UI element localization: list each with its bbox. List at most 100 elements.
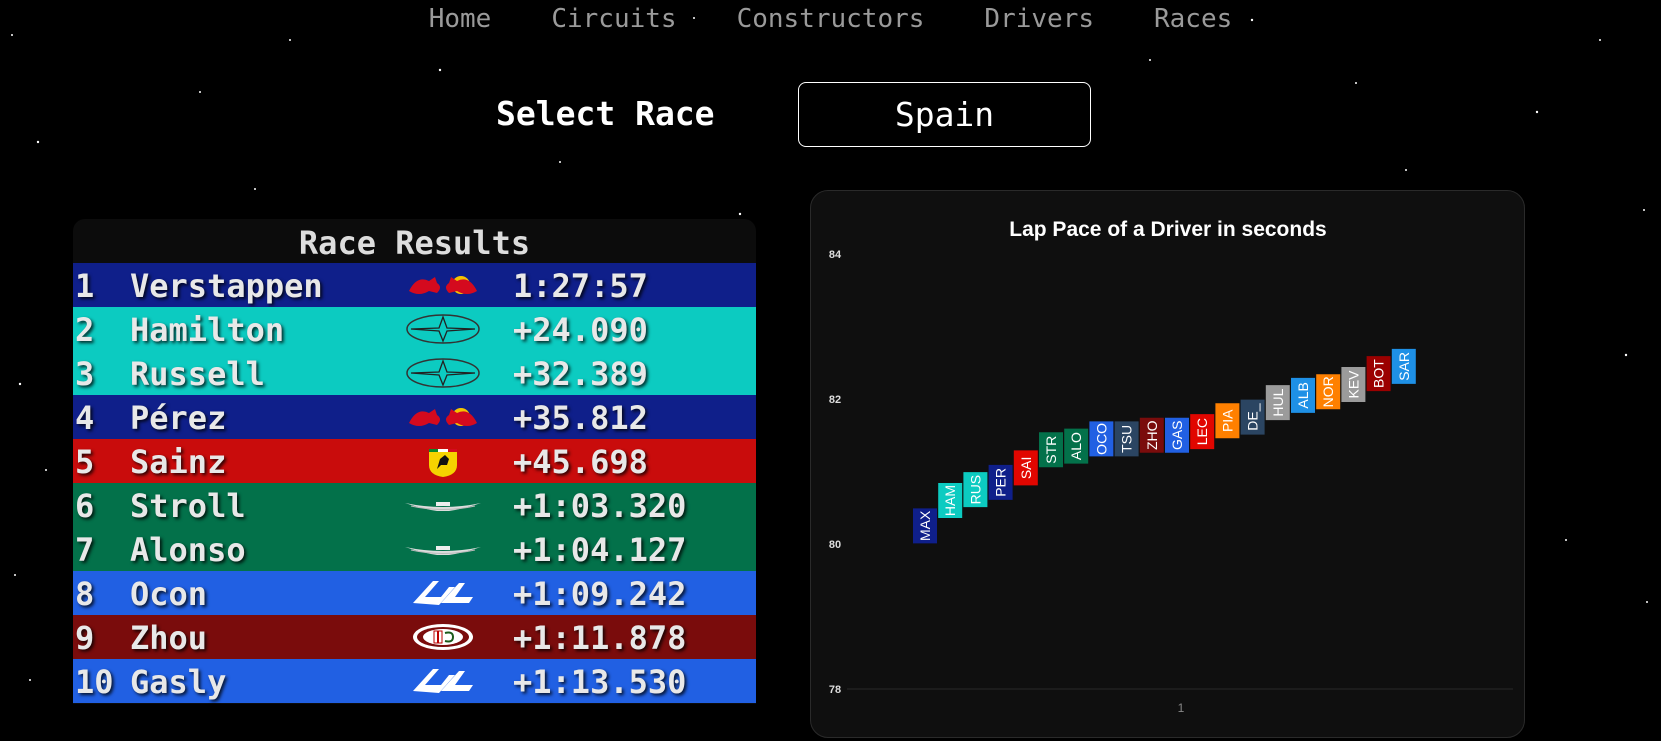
nav-circuits[interactable]: Circuits <box>551 4 677 34</box>
table-row: 4 Pérez +35.812 <box>73 395 756 439</box>
bar-label: HUL <box>1270 388 1286 416</box>
bar-label: BOT <box>1371 359 1387 388</box>
bar-label: LEC <box>1194 418 1210 445</box>
race-time-cell: 1:27:57 <box>513 267 648 305</box>
alpine-logo-icon <box>403 663 483 699</box>
y-tick-label: 80 <box>829 539 841 551</box>
x-tick-label: 1 <box>1178 701 1185 715</box>
bar-label: ALO <box>1068 432 1084 460</box>
race-select[interactable]: Spain <box>798 82 1091 147</box>
pace-bar-per[interactable] <box>988 464 1013 500</box>
pace-bar-nor[interactable] <box>1316 374 1341 410</box>
lap-pace-chart-panel: Lap Pace of a Driver in seconds 78 80 82 84… <box>810 190 1525 738</box>
position-cell: 4 <box>75 399 95 437</box>
position-cell: 7 <box>75 531 95 569</box>
position-cell: 9 <box>75 619 95 657</box>
pace-bar-pia[interactable] <box>1215 403 1240 439</box>
lap-pace-chart: Lap Pace of a Driver in seconds 78 80 82 84… <box>829 218 1513 715</box>
race-time-cell: +1:03.320 <box>513 487 687 525</box>
table-row: 8 Ocon +1:09.242 <box>73 571 756 615</box>
bar-label: DE_ <box>1245 403 1261 430</box>
bar-label: OCO <box>1093 423 1109 455</box>
position-cell: 3 <box>75 355 95 393</box>
bar-label: SAI <box>1018 457 1034 480</box>
pace-bar-hul[interactable] <box>1265 385 1290 421</box>
pace-bar-alb[interactable] <box>1291 377 1315 413</box>
race-results-title: Race Results <box>298 224 531 262</box>
pace-bar-rus[interactable] <box>963 472 988 508</box>
pace-bar-gas[interactable] <box>1165 417 1189 453</box>
y-tick-label: 84 <box>829 249 842 261</box>
race-results-table: Race Results 1 Verstappen 1:27:57 2 Hamilton… <box>73 219 756 704</box>
pace-bar-kev[interactable] <box>1341 367 1366 402</box>
mercedes-logo-icon <box>403 311 483 347</box>
aston-martin-logo-icon <box>403 531 483 567</box>
driver-name-cell: Gasly <box>130 663 227 701</box>
pace-bar-max[interactable] <box>913 508 937 544</box>
select-race-label: Select Race <box>496 94 715 133</box>
race-time-cell: +32.389 <box>513 355 648 393</box>
bar-label: KEV <box>1345 370 1361 399</box>
position-cell: 2 <box>75 311 95 349</box>
nav-home[interactable]: Home <box>428 4 492 34</box>
red-bull-logo-icon <box>403 267 483 303</box>
aston-martin-logo-icon <box>403 487 483 523</box>
pace-bar-oco[interactable] <box>1089 421 1114 457</box>
table-row: 5 Sainz +45.698 <box>73 439 756 483</box>
position-cell: 1 <box>75 267 95 305</box>
table-row: 6 Stroll +1:03.320 <box>73 483 756 527</box>
table-row: 3 Russell +32.389 <box>73 351 756 395</box>
bar-label: RUS <box>967 475 983 505</box>
bar-label: ALB <box>1295 382 1311 408</box>
pace-bar-ham[interactable] <box>938 483 963 518</box>
top-nav: Home Circuits Constructors Drivers Races <box>0 0 1661 40</box>
driver-name-cell: Alonso <box>130 531 246 569</box>
race-time-cell: +1:11.878 <box>513 619 687 657</box>
position-cell: 10 <box>75 663 114 701</box>
position-cell: 6 <box>75 487 95 525</box>
pace-bar-de[interactable] <box>1240 399 1265 435</box>
bar-label: HAM <box>942 485 958 516</box>
pace-bar-bot[interactable] <box>1366 356 1391 392</box>
driver-name-cell: Ocon <box>130 575 208 613</box>
table-row: 9 Zhou +1:11.878 <box>73 615 756 659</box>
table-row: 10 Gasly +1:13.530 <box>73 659 756 703</box>
nav-races[interactable]: Races <box>1154 4 1233 34</box>
driver-name-cell: Stroll <box>130 487 246 525</box>
alpine-logo-icon <box>403 575 483 611</box>
nav-drivers[interactable]: Drivers <box>984 4 1094 34</box>
ferrari-logo-icon <box>403 443 483 479</box>
race-time-cell: +1:13.530 <box>513 663 687 701</box>
bar-label: ZHO <box>1144 420 1160 450</box>
bar-label: NOR <box>1320 376 1336 407</box>
alfa-romeo-logo-icon <box>403 619 483 655</box>
pace-bar-tsu[interactable] <box>1114 421 1139 457</box>
y-tick-label: 78 <box>829 684 841 696</box>
chart-title: Lap Pace of a Driver in seconds <box>1009 218 1326 241</box>
driver-name-cell: Verstappen <box>130 267 323 305</box>
bar-label: TSU <box>1119 425 1135 453</box>
pace-bar-alo[interactable] <box>1064 428 1089 464</box>
nav-constructors[interactable]: Constructors <box>736 4 925 34</box>
race-time-cell: +45.698 <box>513 443 648 481</box>
bar-label: STR <box>1043 436 1059 464</box>
bar-label: PIA <box>1219 409 1235 432</box>
pace-bar-lec[interactable] <box>1190 414 1215 450</box>
race-time-cell: +1:04.127 <box>513 531 687 569</box>
table-row: 1 Verstappen 1:27:57 <box>73 263 756 307</box>
driver-name-cell: Zhou <box>130 619 208 657</box>
race-time-cell: +24.090 <box>513 311 648 349</box>
table-row: 2 Hamilton +24.090 <box>73 307 756 351</box>
bar-label: SAR <box>1396 352 1412 381</box>
race-time-cell: +35.812 <box>513 399 648 437</box>
bar-label: GAS <box>1169 420 1185 450</box>
pace-bar-sai[interactable] <box>1013 450 1038 486</box>
red-bull-logo-icon <box>403 399 483 435</box>
race-time-cell: +1:09.242 <box>513 575 687 613</box>
pace-bar-str[interactable] <box>1039 432 1063 468</box>
pace-bar-zho[interactable] <box>1139 417 1164 453</box>
driver-name-cell: Hamilton <box>130 311 285 349</box>
position-cell: 8 <box>75 575 95 613</box>
pace-bar-sar[interactable] <box>1391 348 1416 384</box>
mercedes-logo-icon <box>403 355 483 391</box>
